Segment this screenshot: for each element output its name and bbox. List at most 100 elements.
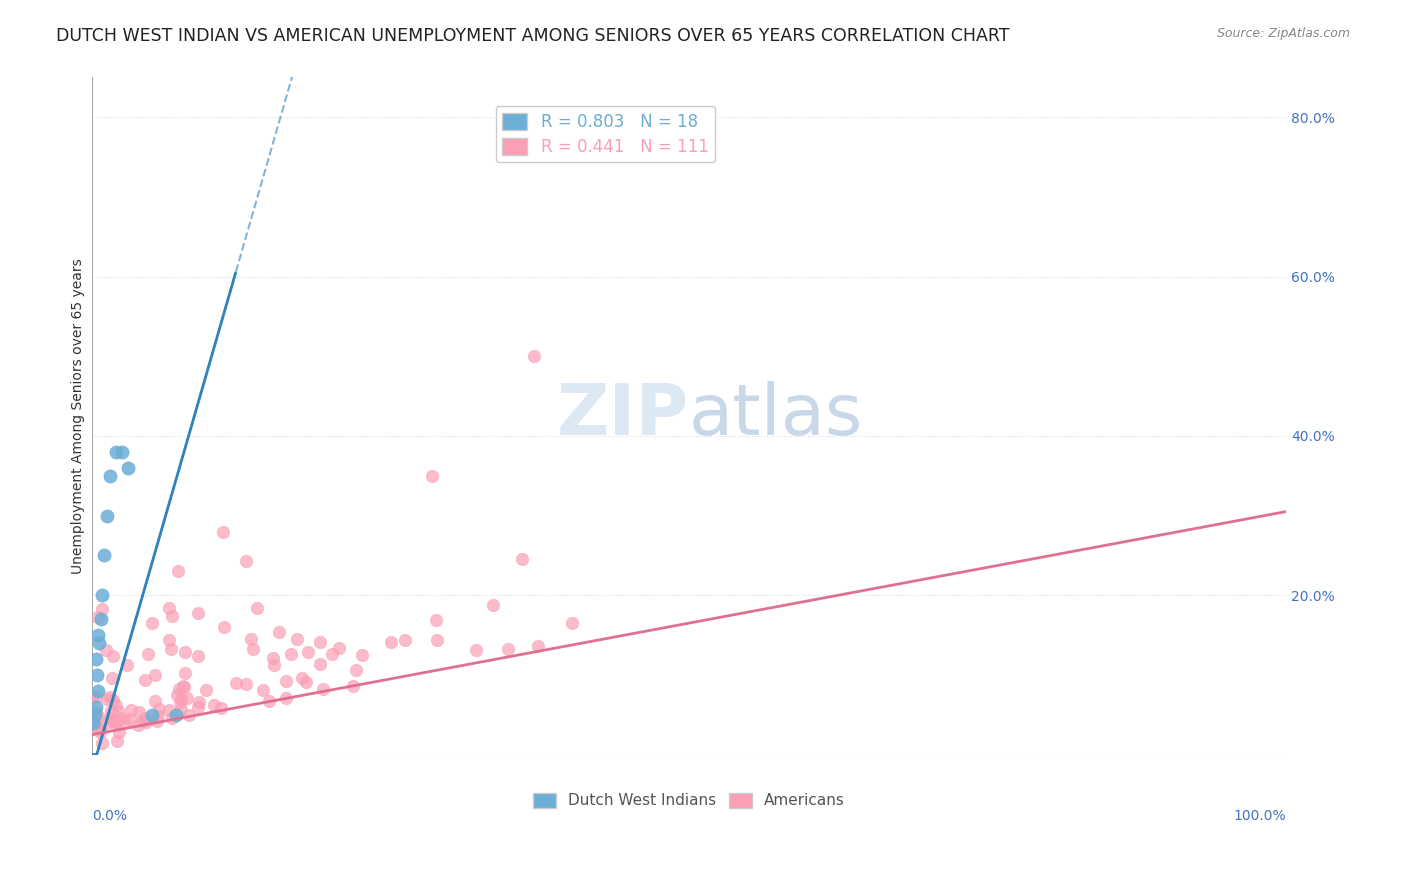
Americans	[127, 718, 149, 732]
Americans	[84, 705, 107, 719]
Dutch West Indians	[105, 445, 128, 459]
Americans	[187, 648, 209, 663]
Americans	[120, 703, 142, 717]
Americans	[86, 709, 108, 723]
Dutch West Indians	[117, 460, 139, 475]
Y-axis label: Unemployment Among Seniors over 65 years: Unemployment Among Seniors over 65 years	[72, 258, 86, 574]
Dutch West Indians	[86, 668, 108, 682]
Americans	[263, 658, 285, 673]
Americans	[145, 694, 167, 708]
Americans	[148, 702, 170, 716]
Americans	[160, 608, 183, 623]
Americans	[101, 671, 124, 685]
Americans	[104, 698, 127, 712]
Dutch West Indians	[96, 508, 118, 523]
Americans	[166, 688, 188, 702]
Legend: Dutch West Indians, Americans: Dutch West Indians, Americans	[527, 787, 851, 814]
Americans	[157, 600, 180, 615]
Americans	[89, 725, 111, 739]
Americans	[394, 633, 416, 648]
Americans	[510, 551, 533, 566]
Americans	[523, 349, 546, 363]
Text: Source: ZipAtlas.com: Source: ZipAtlas.com	[1216, 27, 1350, 40]
Americans	[86, 690, 108, 704]
Americans	[235, 677, 257, 691]
Americans	[425, 613, 447, 627]
Americans	[148, 709, 170, 723]
Americans	[101, 649, 124, 664]
Dutch West Indians	[87, 683, 110, 698]
Americans	[246, 600, 269, 615]
Dutch West Indians	[84, 652, 107, 666]
Americans	[100, 704, 122, 718]
Americans	[105, 714, 128, 728]
Americans	[146, 714, 169, 728]
Americans	[110, 711, 132, 725]
Americans	[104, 717, 127, 731]
Americans	[101, 693, 124, 707]
Americans	[344, 663, 367, 677]
Text: 0.0%: 0.0%	[93, 809, 127, 822]
Dutch West Indians	[90, 612, 112, 626]
Americans	[309, 657, 332, 672]
Text: 100.0%: 100.0%	[1233, 809, 1286, 822]
Americans	[82, 719, 104, 733]
Americans	[654, 118, 676, 132]
Americans	[100, 711, 122, 725]
Americans	[420, 469, 443, 483]
Americans	[135, 714, 157, 729]
Americans	[177, 708, 200, 723]
Americans	[342, 679, 364, 693]
Americans	[561, 616, 583, 631]
Dutch West Indians	[87, 628, 110, 642]
Americans	[257, 693, 280, 707]
Dutch West Indians	[84, 699, 107, 714]
Americans	[98, 690, 121, 704]
Dutch West Indians	[165, 707, 187, 722]
Americans	[352, 648, 374, 662]
Americans	[159, 642, 181, 657]
Text: DUTCH WEST INDIAN VS AMERICAN UNEMPLOYMENT AMONG SENIORS OVER 65 YEARS CORRELATI: DUTCH WEST INDIAN VS AMERICAN UNEMPLOYME…	[56, 27, 1010, 45]
Americans	[496, 642, 519, 657]
Americans	[295, 674, 318, 689]
Americans	[167, 681, 190, 696]
Americans	[285, 632, 308, 647]
Dutch West Indians	[141, 707, 163, 722]
Americans	[167, 565, 190, 579]
Americans	[202, 698, 225, 713]
Americans	[141, 616, 163, 631]
Americans	[173, 680, 195, 694]
Americans	[84, 720, 107, 734]
Americans	[212, 524, 235, 539]
Americans	[87, 610, 110, 624]
Americans	[312, 681, 335, 696]
Americans	[134, 711, 156, 725]
Americans	[170, 702, 193, 716]
Americans	[169, 695, 191, 709]
Americans	[107, 705, 129, 719]
Americans	[280, 647, 302, 661]
Americans	[328, 641, 350, 656]
Americans	[464, 643, 486, 657]
Americans	[103, 714, 125, 729]
Americans	[235, 554, 257, 568]
Americans	[173, 665, 195, 680]
Americans	[96, 692, 118, 706]
Americans	[94, 643, 117, 657]
Americans	[94, 716, 117, 731]
Americans	[187, 606, 209, 620]
Americans	[309, 635, 332, 649]
Americans	[82, 690, 104, 704]
Text: atlas: atlas	[689, 382, 863, 450]
Americans	[267, 624, 290, 639]
Dutch West Indians	[90, 588, 112, 602]
Americans	[138, 647, 160, 661]
Americans	[212, 620, 235, 634]
Americans	[89, 723, 111, 737]
Americans	[425, 632, 447, 647]
Dutch West Indians	[111, 445, 134, 459]
Americans	[118, 712, 141, 726]
Americans	[262, 651, 284, 665]
Dutch West Indians	[83, 707, 105, 722]
Americans	[160, 711, 183, 725]
